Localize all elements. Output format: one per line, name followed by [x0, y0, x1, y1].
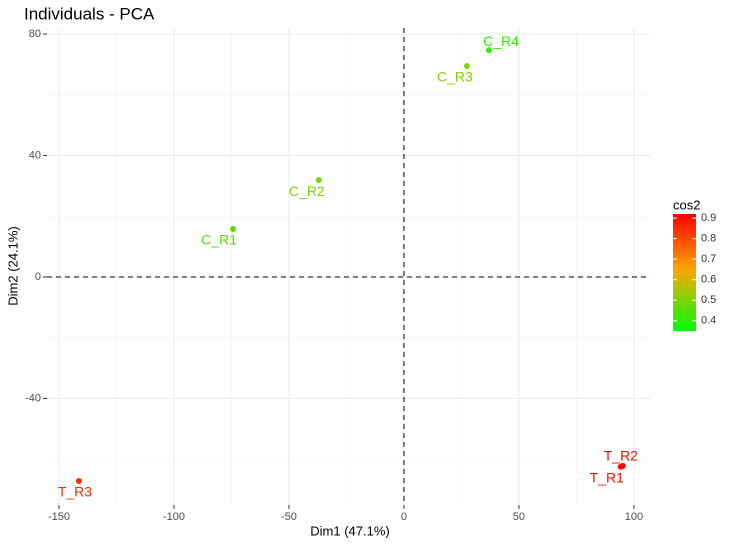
x-tick-label: -50	[281, 511, 297, 523]
point-label: T_R3	[58, 484, 92, 500]
chart-title: Individuals - PCA	[24, 4, 155, 23]
x-tick-label: -150	[48, 511, 70, 523]
point-label: C_R2	[289, 183, 325, 199]
point	[75, 478, 82, 485]
y-tick-label: 0	[35, 271, 41, 283]
colorbar-label: 0.4	[701, 315, 716, 327]
y-tick-label: 80	[29, 28, 41, 40]
y-tick-label: 40	[29, 149, 41, 161]
point	[230, 226, 237, 233]
x-tick-label: 100	[625, 511, 643, 523]
colorbar	[673, 214, 696, 331]
x-axis-title: Dim1 (47.1%)	[310, 523, 389, 538]
point-label: C_R3	[437, 69, 473, 85]
point-label: T_R2	[604, 448, 638, 464]
colorbar-label: 0.6	[701, 274, 716, 286]
colorbar-label: 0.7	[701, 253, 716, 265]
point	[463, 62, 470, 69]
legend-title: cos2	[673, 197, 700, 212]
y-axis-title: Dim2 (24.1%)	[5, 226, 20, 305]
colorbar-label: 0.5	[701, 294, 716, 306]
colorbar-label: 0.9	[701, 212, 716, 224]
point-label: C_R4	[483, 33, 519, 49]
x-tick-label: 50	[513, 511, 525, 523]
x-tick-label: 0	[401, 511, 407, 523]
x-tick-label: -100	[163, 511, 185, 523]
y-tick-label: -40	[25, 392, 41, 404]
point	[619, 462, 626, 469]
point	[315, 177, 322, 184]
point-label: T_R1	[590, 469, 624, 485]
colorbar-label: 0.8	[701, 233, 716, 245]
point	[486, 47, 493, 54]
point-label: C_R1	[201, 232, 237, 248]
